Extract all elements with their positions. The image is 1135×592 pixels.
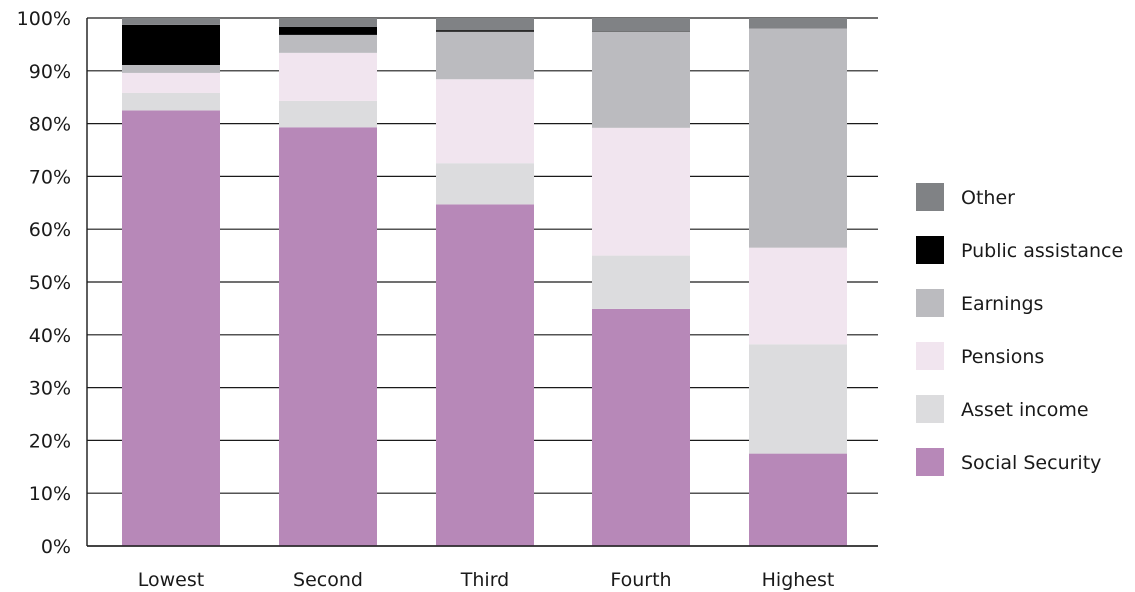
y-tick-label: 50% — [29, 272, 71, 294]
bar-segment — [279, 52, 377, 101]
bar-segment — [279, 18, 377, 27]
bar-stack — [749, 18, 847, 546]
legend-swatch — [916, 395, 944, 423]
legend-item: Pensions — [916, 342, 1044, 370]
bar-segment — [749, 344, 847, 454]
bar-segment — [122, 64, 220, 73]
bar-segment — [436, 18, 534, 31]
y-tick-label: 30% — [29, 378, 71, 400]
bar-segment — [122, 110, 220, 547]
bar-segment — [436, 163, 534, 205]
bar-segment — [592, 31, 690, 32]
x-tick-label: Lowest — [138, 569, 204, 591]
bar-stack — [436, 18, 534, 546]
bar-segment — [279, 26, 377, 35]
legend-label: Public assistance — [961, 240, 1123, 262]
bar-stack — [279, 18, 377, 547]
y-tick-label: 60% — [29, 219, 71, 241]
bar-segment — [592, 255, 690, 309]
bar-segment — [122, 72, 220, 93]
legend-swatch — [916, 342, 944, 370]
y-tick-label: 100% — [17, 8, 71, 30]
legend-item: Social Security — [916, 448, 1101, 476]
legend-swatch — [916, 183, 944, 211]
legend-item: Other — [916, 183, 1015, 211]
x-tick-labels: Lowest Second Third Fourth Highest — [138, 569, 835, 591]
bar-segment — [749, 28, 847, 248]
bar-segment — [749, 247, 847, 345]
bar-segment — [122, 18, 220, 25]
legend-item: Asset income — [916, 395, 1089, 423]
bar-segment — [436, 30, 534, 32]
legend-item: Public assistance — [916, 236, 1123, 264]
legend-label: Pensions — [961, 346, 1044, 368]
bar-segment — [749, 453, 847, 546]
x-tick-label: Highest — [762, 569, 835, 591]
y-tick-label: 80% — [29, 114, 71, 136]
legend-swatch — [916, 289, 944, 317]
legend-item: Earnings — [916, 289, 1043, 317]
bar-segment — [592, 18, 690, 32]
bar-segment — [279, 100, 377, 128]
bar-segment — [436, 204, 534, 546]
bar-segment — [592, 31, 690, 128]
y-tick-labels: 0% 10% 20% 30% 40% 50% 60% 70% 80% 90% 100% — [17, 8, 71, 558]
bar-stack — [122, 18, 220, 547]
legend-swatch — [916, 236, 944, 264]
axes — [86, 18, 878, 547]
bar-segment — [749, 18, 847, 29]
x-tick-label: Third — [460, 569, 509, 591]
x-tick-label: Fourth — [610, 569, 671, 591]
bar-stacks — [122, 18, 847, 547]
y-tick-label: 10% — [29, 483, 71, 505]
y-tick-label: 70% — [29, 166, 71, 188]
bar-segment — [279, 127, 377, 547]
bar-segment — [592, 127, 690, 256]
legend-label: Earnings — [961, 293, 1043, 315]
bar-segment — [436, 79, 534, 164]
bar-segment — [592, 308, 690, 546]
legend-swatch — [916, 448, 944, 476]
bar-segment — [122, 92, 220, 111]
y-tick-label: 40% — [29, 325, 71, 347]
x-tick-label: Second — [293, 569, 363, 591]
legend-label: Asset income — [961, 399, 1089, 421]
y-tick-label: 0% — [41, 536, 71, 558]
y-tick-label: 90% — [29, 61, 71, 83]
bar-segment — [279, 34, 377, 53]
bar-stack — [592, 18, 690, 546]
legend-label: Social Security — [961, 452, 1101, 474]
legend-label: Other — [961, 187, 1015, 209]
bar-segment — [436, 31, 534, 80]
y-tick-label: 20% — [29, 430, 71, 452]
legend: Other Public assistance Earnings Pensions As… — [916, 183, 1123, 476]
bar-segment — [122, 24, 220, 65]
